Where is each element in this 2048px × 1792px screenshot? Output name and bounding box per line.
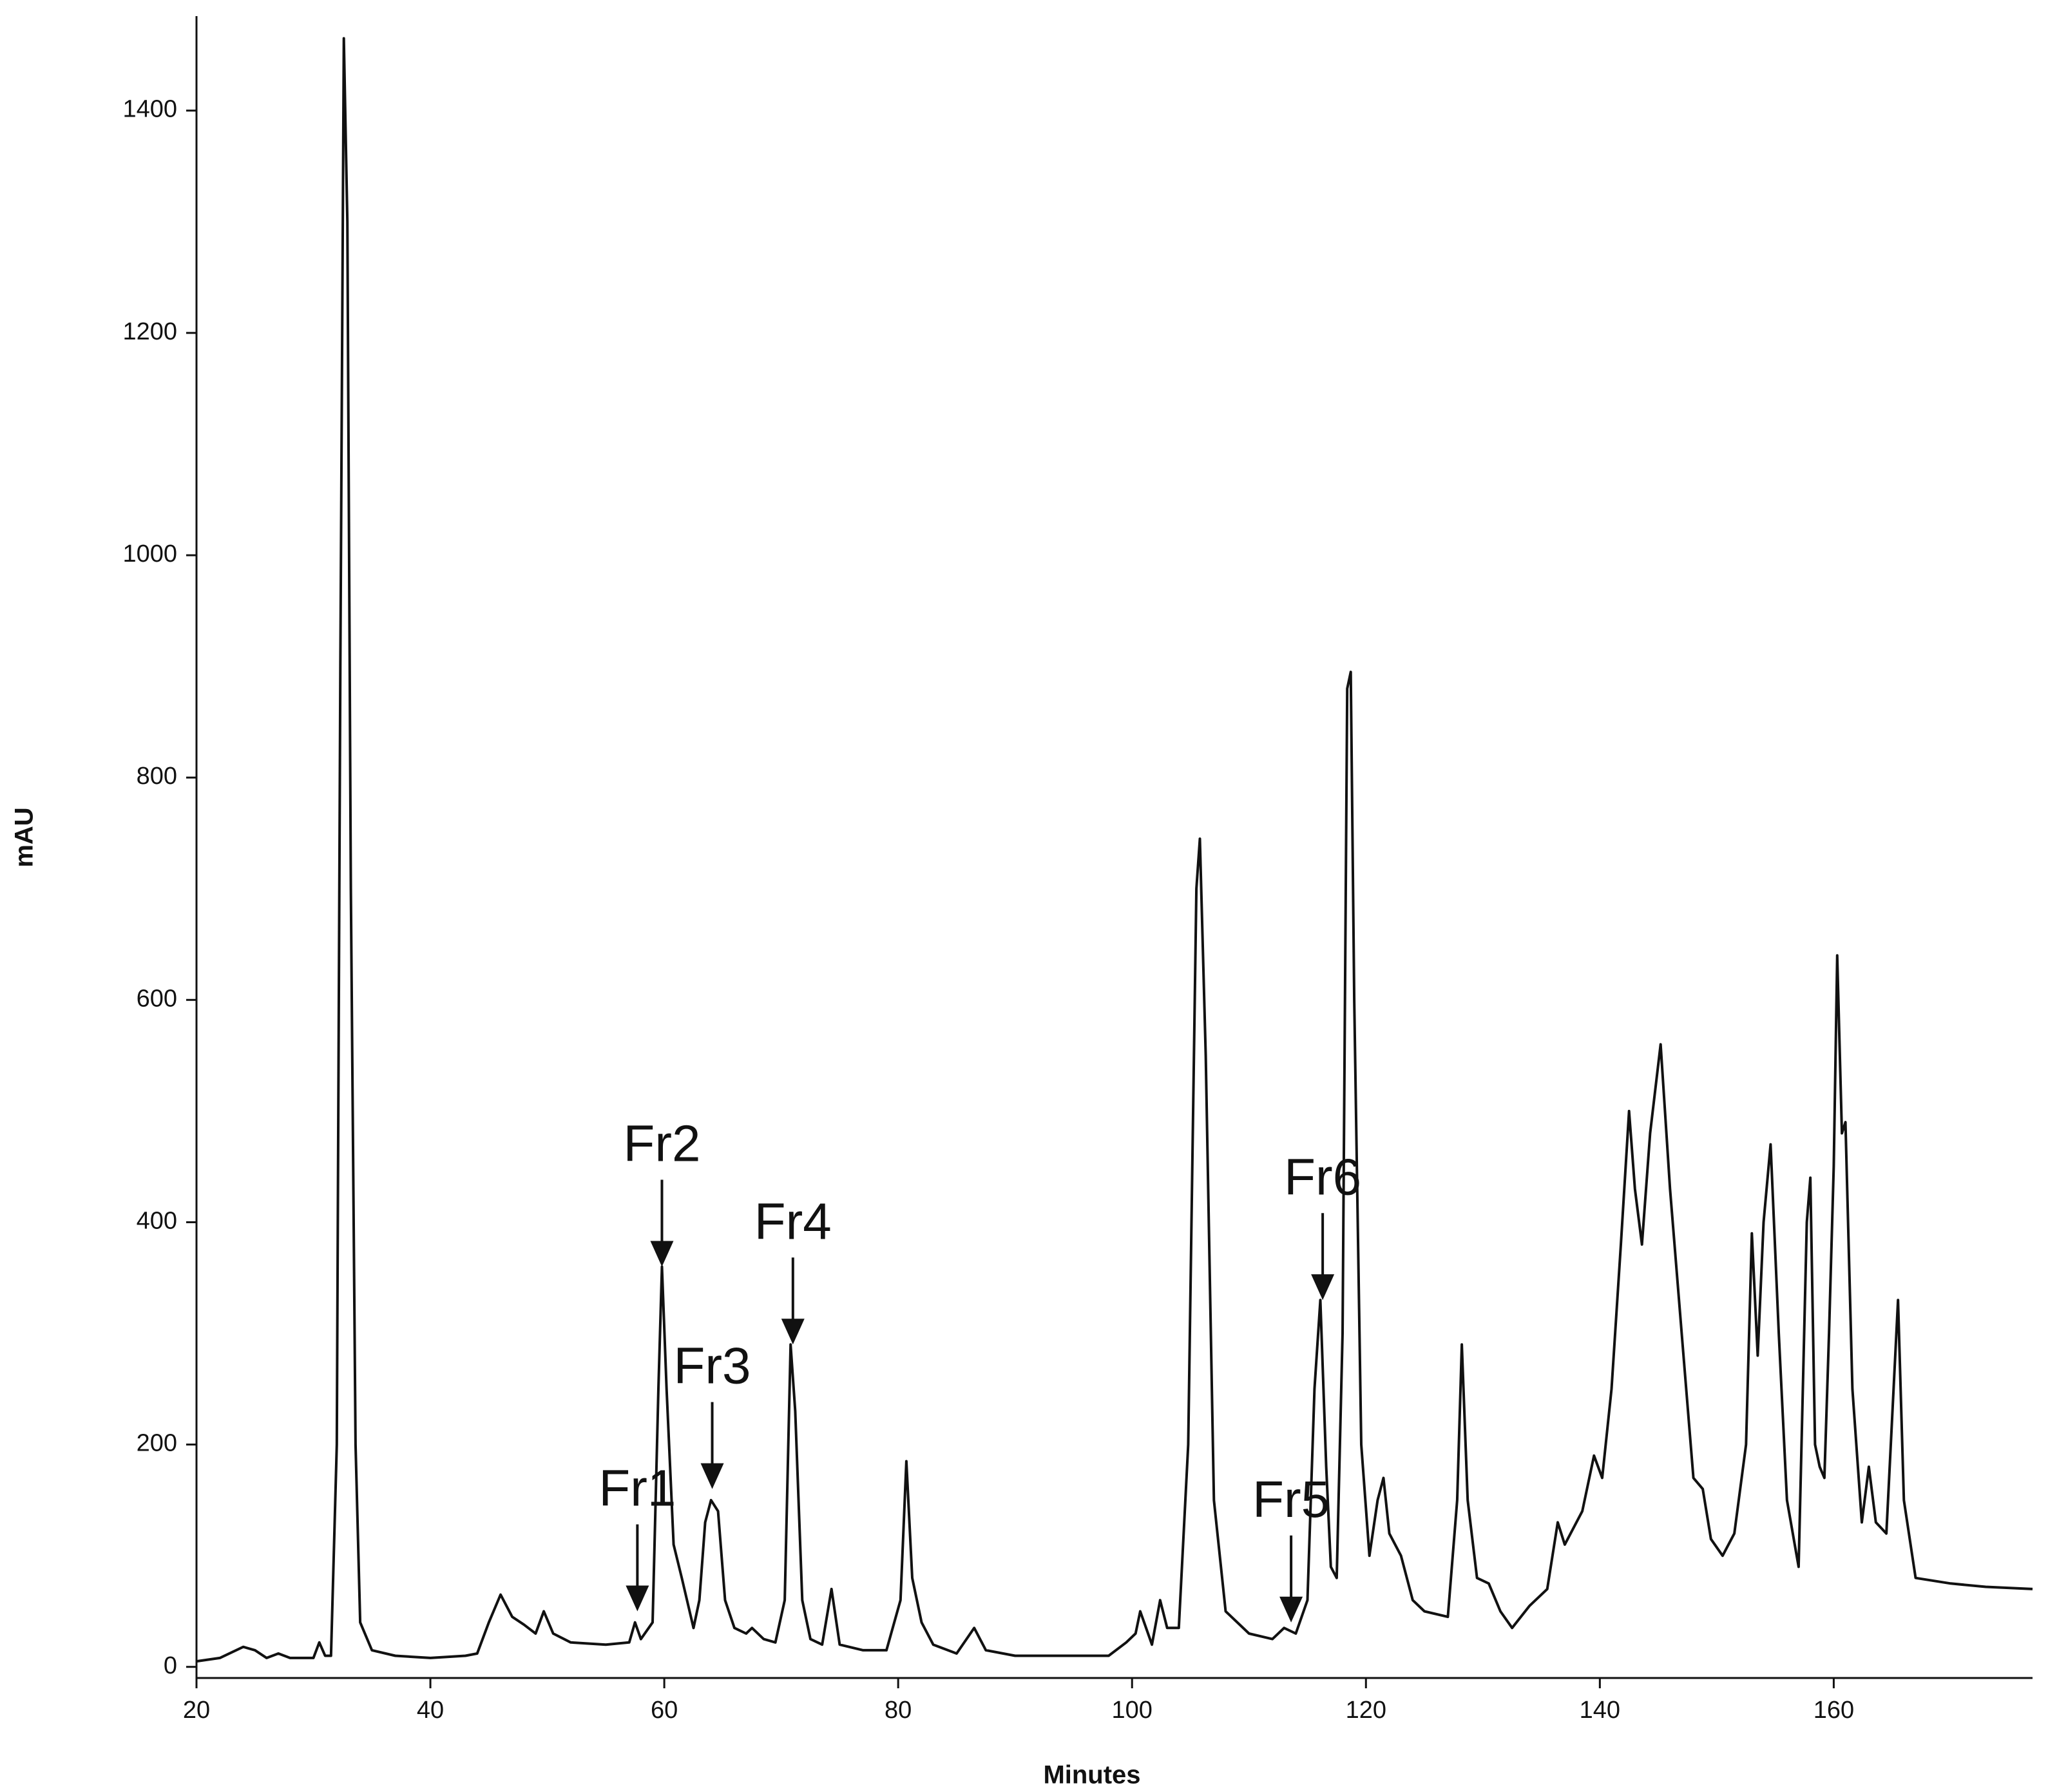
annotation-arrowhead: [1279, 1596, 1303, 1623]
x-tick-label: 20: [183, 1697, 210, 1724]
y-tick-label: 200: [137, 1430, 177, 1457]
annotation-arrowhead: [781, 1319, 805, 1345]
x-tick-label: 60: [651, 1697, 678, 1724]
y-tick-label: 600: [137, 985, 177, 1012]
annotation-label: Fr2: [623, 1115, 700, 1172]
annotation-label: Fr5: [1252, 1471, 1330, 1528]
y-axis-label: mAU: [10, 807, 39, 867]
annotation-label: Fr4: [754, 1192, 832, 1250]
annotation-label: Fr6: [1284, 1148, 1361, 1205]
x-tick-label: 120: [1346, 1697, 1386, 1724]
y-tick-label: 1200: [122, 318, 177, 345]
x-tick-label: 100: [1112, 1697, 1153, 1724]
x-tick-label: 160: [1814, 1697, 1854, 1724]
y-tick-label: 0: [164, 1652, 177, 1679]
x-tick-label: 40: [417, 1697, 444, 1724]
y-tick-label: 1400: [122, 96, 177, 123]
annotation-arrowhead: [1311, 1274, 1335, 1301]
x-tick-label: 140: [1580, 1697, 1620, 1724]
x-tick-label: 80: [885, 1697, 912, 1724]
y-tick-label: 1000: [122, 540, 177, 567]
annotation-arrowhead: [626, 1585, 649, 1612]
x-axis-label: Minutes: [1043, 1761, 1140, 1789]
y-tick-label: 800: [137, 763, 177, 790]
annotation-label: Fr1: [598, 1460, 676, 1517]
annotation-arrowhead: [700, 1463, 724, 1489]
y-tick-label: 400: [137, 1207, 177, 1234]
trace: [196, 37, 2033, 1663]
annotation-arrowhead: [650, 1241, 674, 1267]
annotation-label: Fr3: [674, 1337, 751, 1395]
